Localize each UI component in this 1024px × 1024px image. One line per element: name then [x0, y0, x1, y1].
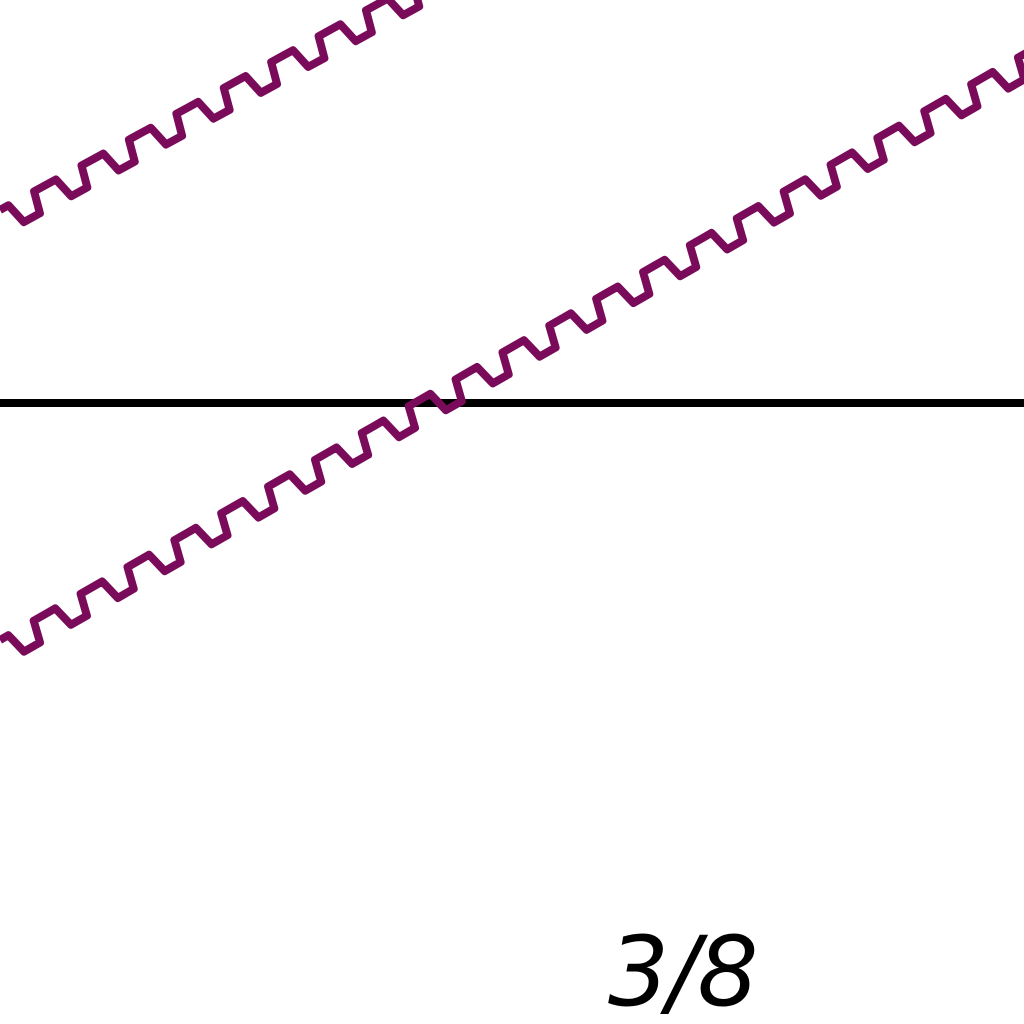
- wavy-line-lower: [0, 49, 1024, 656]
- wavy-line-upper: [0, 0, 424, 227]
- dimension-label: 3/8: [608, 916, 759, 1024]
